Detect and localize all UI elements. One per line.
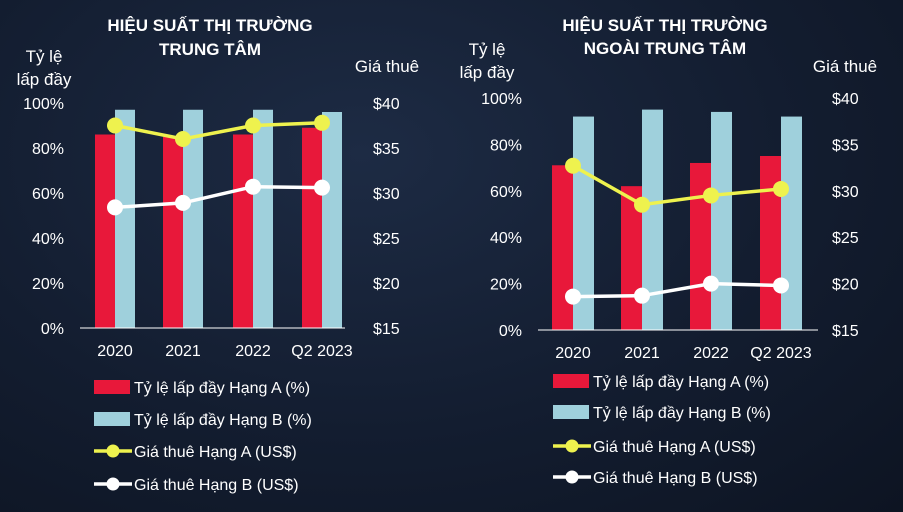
chart2-right-tick-label: $15 <box>832 323 859 340</box>
chart2-point-grade-b-rent <box>565 288 581 305</box>
chart1-subtitle: TRUNG TÂM <box>159 40 261 59</box>
chart1-right-tick-label: $40 <box>373 96 400 113</box>
chart1-category-label: Q2 2023 <box>291 343 352 360</box>
chart1-legend-marker <box>106 444 120 458</box>
chart1-category-label: 2022 <box>235 343 271 360</box>
chart1-point-grade-a-rent <box>107 117 123 134</box>
chart2-point-grade-a-rent <box>565 157 581 174</box>
chart2-point-grade-a-rent <box>773 180 789 197</box>
chart1-left-tick-label: 40% <box>32 231 64 248</box>
chart2-point-grade-b-rent <box>773 277 789 294</box>
chart2-left-axis-label-line1: Tỷ lệ <box>469 40 506 59</box>
chart1-right-tick-label: $25 <box>373 231 400 248</box>
chart2-legend-label: Giá thuê Hạng B (US$) <box>593 470 758 487</box>
chart1-bar-grade-a-occupancy <box>302 127 322 328</box>
chart1-left-tick-label: 100% <box>23 96 64 113</box>
chart2-left-tick-label: 40% <box>490 230 522 247</box>
chart2-left-tick-label: 0% <box>499 323 522 340</box>
chart2-bar-grade-b-occupancy <box>711 111 732 330</box>
chart1-bar-grade-b-occupancy <box>253 109 273 328</box>
chart1-line-grade-a-rent <box>114 121 323 141</box>
chart2-category-label: 2022 <box>693 345 729 362</box>
chart1-left-tick-label: 0% <box>41 321 64 338</box>
chart2-legend-label: Giá thuê Hạng A (US$) <box>593 439 756 456</box>
chart2-point-grade-a-rent <box>634 196 650 213</box>
chart1-point-grade-a-rent <box>314 114 330 131</box>
chart2-legend-marker <box>565 439 579 453</box>
chart2-title: HIỆU SUẤT THỊ TRƯỜNG <box>562 16 767 35</box>
chart2-right-tick-label: $30 <box>832 184 859 201</box>
chart2-legend-label: Tỷ lệ lấp đầy Hạng A (%) <box>593 374 769 391</box>
chart2-left-tick-label: 80% <box>490 137 522 154</box>
chart2-left-tick-label: 100% <box>481 91 522 108</box>
chart2-point-grade-b-rent <box>703 275 719 292</box>
chart1-category-label: 2020 <box>97 343 133 360</box>
chart2-right-tick-label: $25 <box>832 230 859 247</box>
chart2-bar-grade-a-occupancy <box>552 165 573 330</box>
chart2-legend-marker <box>565 470 579 484</box>
chart1-bar-grade-b-occupancy <box>115 109 135 328</box>
chart2-right-tick-label: $20 <box>832 277 859 294</box>
chart1-point-grade-b-rent <box>175 194 191 211</box>
chart1-point-grade-b-rent <box>107 199 123 216</box>
chart1-left-tick-label: 60% <box>32 186 64 203</box>
chart2-category-label: Q2 2023 <box>750 345 811 362</box>
chart1-legend-label: Tỷ lệ lấp đầy Hạng A (%) <box>134 380 310 397</box>
chart2-bar-grade-b-occupancy <box>642 109 663 330</box>
chart2-point-grade-a-rent <box>703 187 719 204</box>
chart1-legend-label: Tỷ lệ lấp đầy Hạng B (%) <box>134 412 312 429</box>
chart1-bar-grade-b-occupancy <box>183 109 203 328</box>
chart1-legend-marker <box>106 477 120 491</box>
chart1-line-grade-b-rent <box>114 184 323 210</box>
chart2-right-tick-label: $40 <box>832 91 859 108</box>
chart2-subtitle: NGOÀI TRUNG TÂM <box>584 39 746 58</box>
chart2-left-axis-label-line2: lấp đầy <box>460 63 515 82</box>
chart1-point-grade-b-rent <box>245 178 261 195</box>
chart1-bar-grade-b-occupancy <box>322 112 342 328</box>
chart2-right-axis-label: Giá thuê <box>813 57 877 76</box>
chart1-point-grade-b-rent <box>314 179 330 196</box>
chart2-legend-swatch <box>553 374 589 388</box>
chart1-left-axis-label-line1: Tỷ lệ <box>26 47 63 66</box>
chart2-legend-swatch <box>553 405 589 419</box>
chart1-category-label: 2021 <box>165 343 201 360</box>
chart1-title: HIỆU SUẤT THỊ TRƯỜNG <box>107 16 312 35</box>
chart2-legend-label: Tỷ lệ lấp đầy Hạng B (%) <box>593 405 771 422</box>
chart1-right-tick-label: $20 <box>373 276 400 293</box>
chart1-bar-grade-a-occupancy <box>233 134 253 328</box>
chart1-bar-grade-a-occupancy <box>95 134 115 328</box>
chart1-point-grade-a-rent <box>175 131 191 147</box>
chart2-left-tick-label: 60% <box>490 184 522 201</box>
chart1-left-axis-label-line2: lấp đầy <box>17 70 72 89</box>
chart1-right-tick-label: $35 <box>373 141 400 158</box>
chart2-bar-grade-a-occupancy <box>690 162 711 330</box>
chart1-legend-label: Giá thuê Hạng A (US$) <box>134 444 297 461</box>
chart1-right-axis-label: Giá thuê <box>355 57 419 76</box>
chart1-right-tick-label: $15 <box>373 321 400 338</box>
chart2-point-grade-b-rent <box>634 287 650 304</box>
chart1-left-tick-label: 20% <box>32 276 64 293</box>
chart2-right-tick-label: $35 <box>832 137 859 154</box>
chart1-right-tick-label: $30 <box>373 186 400 203</box>
chart2-category-label: 2021 <box>624 345 660 362</box>
chart2-line-grade-b-rent <box>572 281 782 299</box>
chart1-legend-swatch <box>94 380 130 394</box>
chart1-legend-swatch <box>94 412 130 426</box>
chart2-left-tick-label: 20% <box>490 277 522 294</box>
chart1-legend-label: Giá thuê Hạng B (US$) <box>134 477 299 494</box>
chart2-bar-grade-b-occupancy <box>781 116 802 330</box>
chart1-point-grade-a-rent <box>245 117 261 134</box>
chart2-category-label: 2020 <box>555 345 591 362</box>
chart1-bar-grade-a-occupancy <box>163 136 183 328</box>
chart2-line-grade-a-rent <box>572 164 782 207</box>
chart1-left-tick-label: 80% <box>32 141 64 158</box>
